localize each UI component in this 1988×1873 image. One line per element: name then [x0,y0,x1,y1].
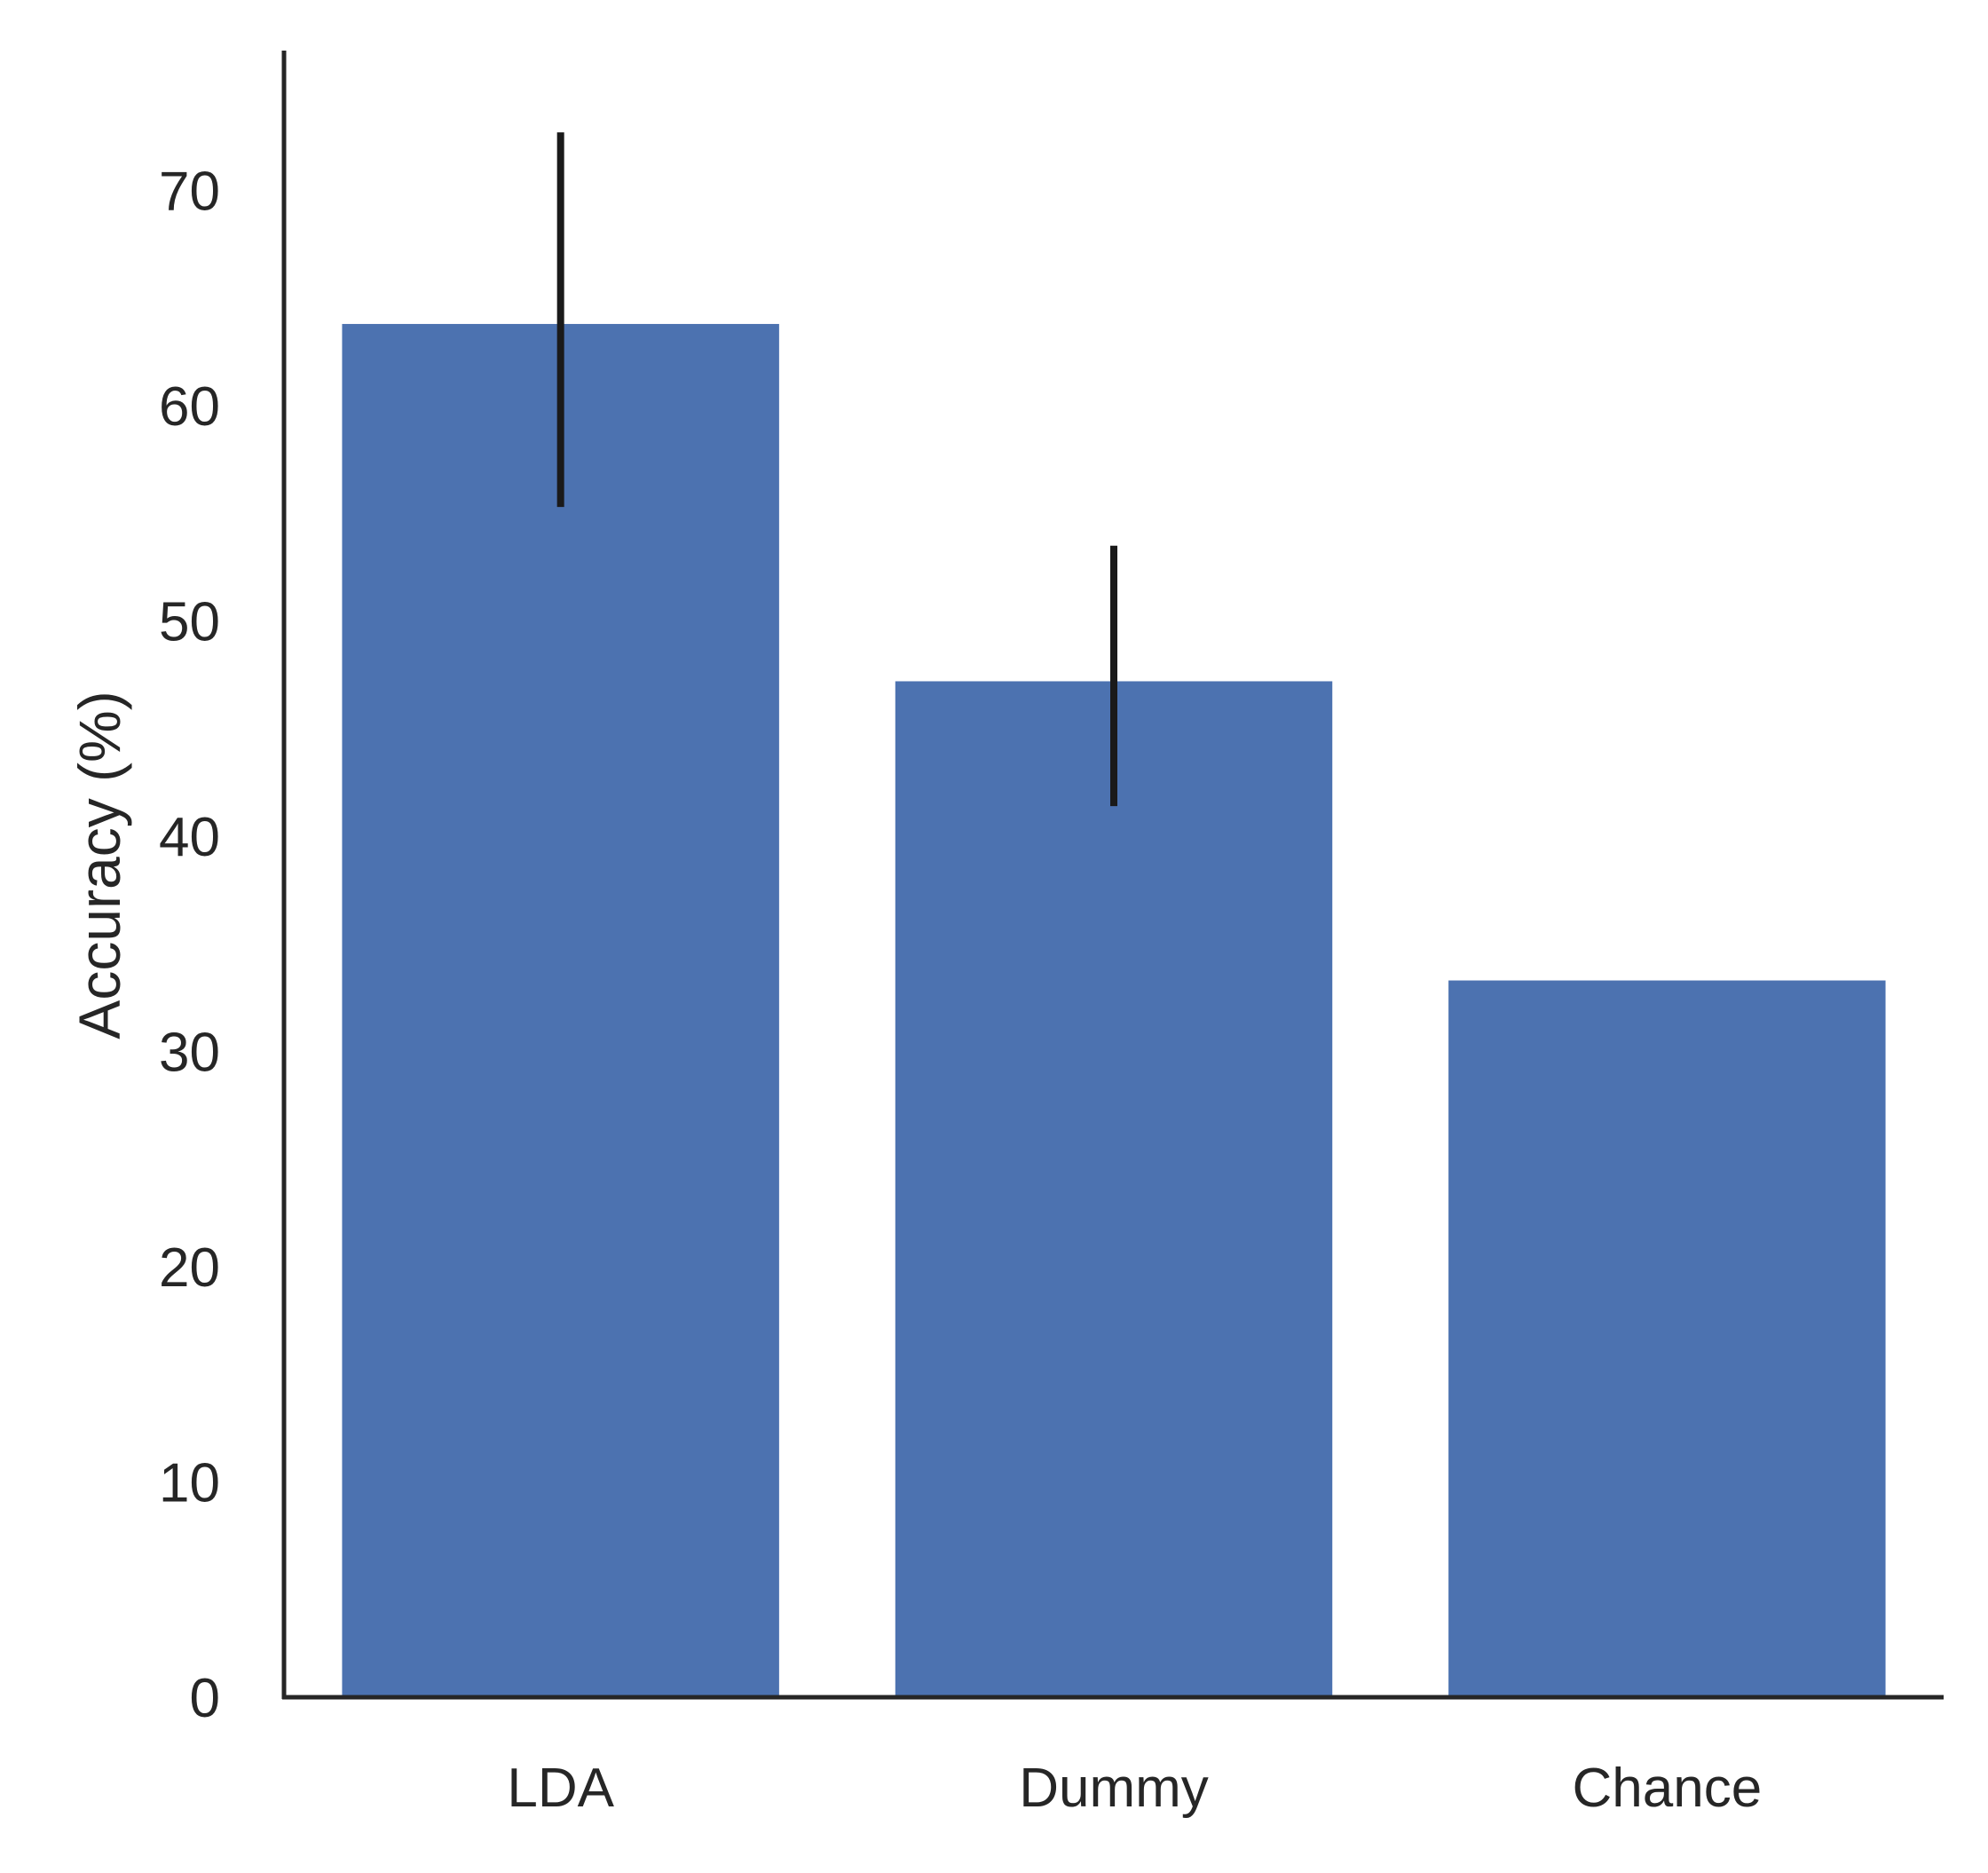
x-tick-label-dummy: Dummy [1019,1758,1209,1819]
bars-layer [342,323,1886,1698]
error-bars-layer [556,132,1117,807]
bar-lda [342,323,779,1698]
y-tick-label-70: 70 [159,162,220,223]
y-tick-label-40: 40 [159,807,220,868]
labels-layer: LDA Dummy Chance 0 10 20 30 40 50 60 70 Accuracy (%… [67,162,1762,1819]
y-tick-label-30: 30 [159,1023,220,1084]
y-tick-label-60: 60 [159,376,220,438]
axes-layer [281,51,1944,1700]
bar-chance [1448,980,1886,1697]
y-tick-label-50: 50 [159,592,220,653]
bar-dummy [895,681,1333,1698]
y-tick-label-0: 0 [190,1668,220,1729]
y-tick-label-20: 20 [159,1237,220,1299]
x-tick-label-chance: Chance [1572,1758,1762,1819]
y-tick-label-10: 10 [159,1453,220,1514]
y-axis-title: Accuracy (%) [67,691,132,1039]
x-tick-label-lda: LDA [507,1758,614,1819]
